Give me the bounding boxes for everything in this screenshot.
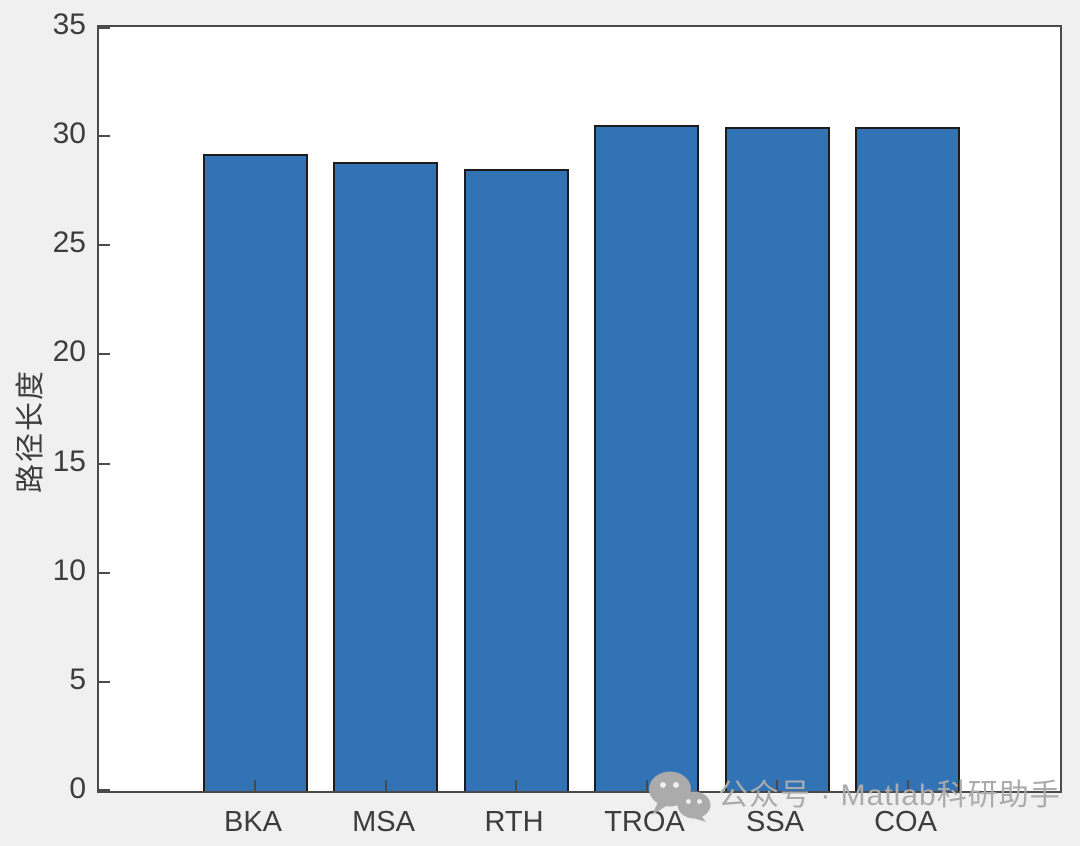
bar-MSA [333,162,438,791]
y-tick-label-5: 5 [69,662,86,696]
y-tick-mark-10 [99,571,110,574]
x-tick-label-MSA: MSA [352,806,415,838]
y-tick-mark-20 [99,353,110,356]
x-tick-label-RTH: RTH [484,806,544,838]
x-tick-mark-COA [906,780,909,791]
y-tick-label-35: 35 [52,8,86,41]
y-tick-label-30: 30 [52,117,86,151]
bar-COA [855,127,960,791]
y-tick-label-20: 20 [52,335,86,369]
x-tick-mark-MSA [384,780,387,791]
x-tick-label-BKA: BKA [223,806,283,838]
y-tick-label-10: 10 [52,553,86,587]
y-tick-mark-15 [99,462,110,465]
y-tick-mark-0 [99,789,110,791]
y-tick-mark-30 [99,135,110,138]
y-tick-label-15: 15 [52,444,86,478]
bar-SSA [724,127,830,791]
x-tick-mark-RTH [515,780,517,791]
x-tick-mark-SSA [776,780,778,791]
bar-BKA [202,153,308,791]
y-tick-label-25: 25 [52,226,86,260]
x-tick-label-TROA: TROA [604,806,685,838]
bar-TROA [594,125,699,791]
y-tick-label-0: 0 [69,772,86,805]
y-tick-mark-35 [99,27,110,29]
y-tick-mark-5 [99,680,110,683]
x-tick-mark-BKA [254,780,256,791]
x-tick-mark-TROA [645,780,648,791]
x-tick-label-SSA: SSA [745,806,805,838]
y-axis-label: 路径长度 [15,369,47,494]
y-tick-mark-25 [99,244,110,247]
bar-RTH [463,168,569,791]
plot-area [97,25,1062,793]
x-tick-label-COA: COA [874,806,937,838]
